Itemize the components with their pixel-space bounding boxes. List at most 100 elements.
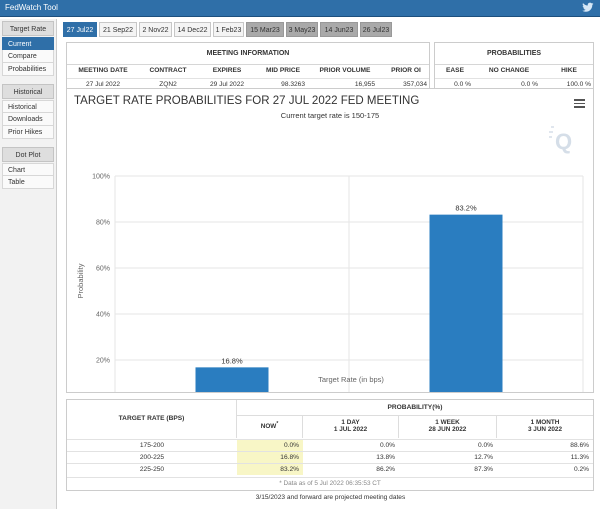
column-hike: HIKE [561,67,577,74]
table-row: 175-200 0.0% 0.0% 0.0% 88.6% [67,439,593,451]
meeting-information-panel: MEETING INFORMATION MEETING DATE CONTRAC… [66,42,430,90]
y-tick-label: 80% [96,220,110,227]
row-1-day-value: 86.2% [376,466,395,473]
column-1-day-label: 1 DAY [341,419,360,426]
bar [429,214,503,392]
row-rate: 175-200 [139,442,165,449]
row-1-day-value: 0.0% [379,442,395,449]
row-rate: 200-225 [139,454,165,461]
column-1-day-date: 1 JUL 2022 [333,426,368,433]
column-prior-volume: PRIOR VOLUME [319,67,371,74]
row-1-month-value: 11.3% [570,454,589,461]
tab-15-mar23[interactable]: 15 Mar23 [246,22,284,37]
y-tick-label: 100% [92,174,110,181]
row-now-value: 83.2% [237,464,303,475]
prior-volume-value: 16,955 [354,81,375,88]
row-1-month-value: 0.2% [573,466,589,473]
sidebar-item-table[interactable]: Table [2,176,54,189]
column-contract: CONTRACT [149,67,187,74]
hike-value: 100.0 % [566,81,591,88]
chart-title: TARGET RATE PROBABILITIES FOR 27 JUL 202… [74,95,420,107]
sidebar-item-downloads[interactable]: Downloads [2,113,54,126]
sidebar-item-prior-hikes[interactable]: Prior Hikes [2,126,54,139]
sidebar-heading-historical: Historical [2,84,54,99]
prior-oi-value: 357,034 [403,81,427,88]
sidebar-item-probabilities[interactable]: Probabilities [2,63,54,76]
expires-value: 29 Jul 2022 [209,81,245,88]
sidebar-item-chart[interactable]: Chart [2,163,54,176]
contract-value: ZQN2 [159,81,177,88]
row-rate: 225-250 [139,466,165,473]
ease-value: 0.0 % [454,81,471,88]
row-1-week-value: 12.7% [474,454,493,461]
bar-data-label: 83.2% [455,204,477,213]
title-bar: FedWatch Tool [0,0,600,17]
tab-2-nov22[interactable]: 2 Nov22 [139,22,172,37]
no-change-value: 0.0 % [521,81,538,88]
probabilities-heading: PROBABILITIES [435,43,593,65]
tab-14-jun23[interactable]: 14 Jun23 [320,22,358,37]
column-1-month-label: 1 MONTH [530,419,560,426]
sidebar-heading-target-rate: Target Rate [2,21,54,36]
column-ease: EASE [446,67,464,74]
table-row: 200-225 16.8% 13.8% 12.7% 11.3% [67,451,593,463]
data-timestamp-note: * Data as of 5 Jul 2022 06:35:53 CT [67,477,593,487]
column-meeting-date: MEETING DATE [78,67,128,74]
row-1-week-value: 87.3% [474,466,493,473]
sidebar-item-current[interactable]: Current [2,37,54,50]
tab-1-feb23[interactable]: 1 Feb23 [213,22,244,37]
hamburger-menu-icon[interactable] [574,99,585,108]
chart-panel: TARGET RATE PROBABILITIES FOR 27 JUL 202… [66,88,594,393]
column-1-week-date: 28 JUN 2022 [428,426,467,433]
column-now: NOW* [237,416,303,438]
column-prior-oi: PRIOR OI [391,67,421,74]
y-tick-label: 40% [96,312,110,319]
column-mid-price: MID PRICE [265,67,301,74]
target-rate-table: TARGET RATE (BPS) PROBABILITY(%) NOW* 1 … [66,399,594,491]
bar-data-label: 16.8% [221,356,243,365]
sidebar-heading-dot-plot: Dot Plot [2,147,54,162]
column-1-day: 1 DAY 1 JUL 2022 [303,416,399,438]
main-panel: MEETING INFORMATION MEETING DATE CONTRAC… [63,39,598,509]
mid-price-value: 98.3263 [281,81,305,88]
column-1-week-label: 1 WEEK [435,419,460,426]
x-axis-label: Target Rate (in bps) [318,375,384,384]
column-1-month: 1 MONTH 3 JUN 2022 [497,416,593,438]
column-now-label: NOW [260,423,277,431]
column-1-month-date: 3 JUN 2022 [527,426,563,433]
sidebar-item-compare[interactable]: Compare [2,50,54,63]
row-1-day-value: 13.8% [376,454,395,461]
row-now-value: 0.0% [237,440,303,451]
chart-subtitle: Current target rate is 150-175 [280,111,380,120]
y-tick-label: 60% [96,266,110,273]
sidebar-item-historical[interactable]: Historical [2,100,54,113]
svg-text:Q: Q [555,129,572,154]
tab-3-may23[interactable]: 3 May23 [286,22,318,37]
column-expires: EXPIRES [212,67,242,74]
tab-26-jul23[interactable]: 26 Jul23 [360,22,392,37]
sidebar: Target Rate Current Compare Probabilitie… [0,19,57,509]
tab-14-dec22[interactable]: 14 Dec22 [174,22,211,37]
tab-27-jul22[interactable]: 27 Jul22 [63,22,97,37]
q-watermark-icon: Q [549,126,572,154]
column-now-marker: * [276,421,279,427]
column-no-change: NO CHANGE [488,67,530,74]
y-tick-label: 20% [96,358,110,365]
table-row: 225-250 83.2% 86.2% 87.3% 0.2% [67,463,593,475]
row-1-month-value: 88.6% [570,442,589,449]
y-axis-label: Probability [76,263,85,298]
probabilities-panel: PROBABILITIES EASE NO CHANGE HIKE 0.0 % … [434,42,594,90]
tab-21-sep22[interactable]: 21 Sep22 [99,22,137,37]
column-1-week: 1 WEEK 28 JUN 2022 [399,416,497,438]
projection-note: 3/15/2023 and forward are projected meet… [255,494,406,501]
bar [195,367,269,392]
meeting-information-heading: MEETING INFORMATION [67,43,429,65]
bar-chart: Q 0%20%40%60%80%100%16.8%200-22583.2%225… [76,126,584,392]
meeting-date-value: 27 Jul 2022 [85,81,121,88]
probability-header: PROBABILITY(%) [237,400,593,416]
target-rate-header: TARGET RATE (BPS) [67,400,237,438]
row-now-value: 16.8% [237,452,303,463]
app-title: FedWatch Tool [5,3,58,12]
row-1-week-value: 0.0% [477,442,493,449]
twitter-bird-icon[interactable] [582,2,594,15]
